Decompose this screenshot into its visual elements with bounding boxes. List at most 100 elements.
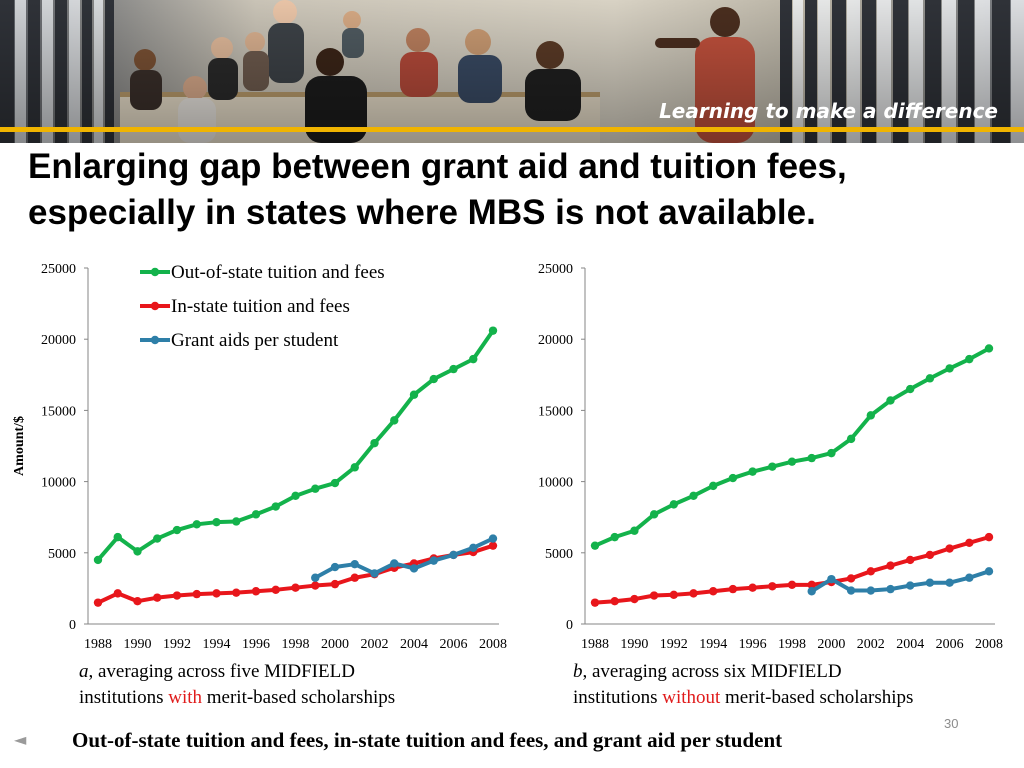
caption-a-text2: institutions <box>79 687 169 708</box>
data-point-in-state-tuition-and-fees <box>768 582 777 591</box>
y-tick-label: 20000 <box>538 333 573 348</box>
data-point-in-state-tuition-and-fees <box>866 567 875 576</box>
data-point-grant-aids-per-student <box>429 556 438 565</box>
data-point-out-of-state-tuition-and-fees <box>311 484 320 493</box>
data-point-out-of-state-tuition-and-fees <box>827 448 836 458</box>
legend-label: Out-of-state tuition and fees <box>171 262 385 283</box>
y-axis-label: Amount/$ <box>12 416 27 476</box>
classroom-photo: Learning to make a difference <box>0 0 1024 143</box>
data-point-grant-aids-per-student <box>886 584 895 594</box>
data-point-in-state-tuition-and-fees <box>945 544 954 553</box>
data-point-out-of-state-tuition-and-fees <box>172 525 182 535</box>
caption-b-text3: merit-based scholarships <box>720 687 914 708</box>
chart-b-caption: b, averaging across six MIDFIELD institu… <box>573 659 1013 711</box>
data-point-in-state-tuition-and-fees <box>984 532 994 542</box>
data-point-in-state-tuition-and-fees <box>212 589 221 598</box>
data-point-grant-aids-per-student <box>409 564 419 573</box>
x-tick-label: 2000 <box>817 637 845 652</box>
x-tick-label: 2006 <box>440 637 468 652</box>
data-point-out-of-state-tuition-and-fees <box>748 467 757 476</box>
data-point-out-of-state-tuition-and-fees <box>370 438 379 448</box>
data-point-out-of-state-tuition-and-fees <box>449 364 458 374</box>
data-point-in-state-tuition-and-fees <box>610 597 619 606</box>
data-point-in-state-tuition-and-fees <box>886 561 895 570</box>
data-point-out-of-state-tuition-and-fees <box>925 374 935 383</box>
chart-a-caption: a, averaging across five MIDFIELD instit… <box>79 659 499 711</box>
data-point-out-of-state-tuition-and-fees <box>232 517 241 526</box>
x-tick-label: 2004 <box>400 637 428 652</box>
data-point-in-state-tuition-and-fees <box>172 591 182 600</box>
data-point-out-of-state-tuition-and-fees <box>409 390 419 399</box>
data-point-in-state-tuition-and-fees <box>807 580 816 590</box>
data-point-grant-aids-per-student <box>350 559 359 569</box>
x-tick-label: 2000 <box>321 637 349 652</box>
caption-a-text3: merit-based scholarships <box>202 687 396 708</box>
data-point-in-state-tuition-and-fees <box>291 583 300 592</box>
y-tick-label: 5000 <box>48 547 76 562</box>
data-point-in-state-tuition-and-fees <box>488 541 498 550</box>
y-tick-label: 25000 <box>41 262 76 277</box>
data-point-out-of-state-tuition-and-fees <box>390 416 399 425</box>
y-tick-label: 15000 <box>538 404 573 419</box>
data-point-out-of-state-tuition-and-fees <box>488 326 498 335</box>
data-point-out-of-state-tuition-and-fees <box>768 462 777 471</box>
data-point-grant-aids-per-student <box>330 562 340 572</box>
data-point-in-state-tuition-and-fees <box>669 590 678 600</box>
data-point-out-of-state-tuition-and-fees <box>965 354 974 364</box>
x-tick-label: 2008 <box>479 637 507 652</box>
x-tick-label: 1988 <box>581 637 609 652</box>
data-point-in-state-tuition-and-fees <box>965 538 974 548</box>
x-tick-label: 1992 <box>660 637 688 652</box>
data-point-in-state-tuition-and-fees <box>251 587 261 596</box>
data-point-out-of-state-tuition-and-fees <box>846 434 856 444</box>
data-point-in-state-tuition-and-fees <box>925 550 935 560</box>
x-tick-label: 2004 <box>896 637 924 652</box>
data-point-in-state-tuition-and-fees <box>232 588 241 597</box>
title-line-1: Enlarging gap between grant aid and tuit… <box>28 147 847 186</box>
x-tick-label: 1994 <box>203 637 231 652</box>
data-point-grant-aids-per-student <box>984 567 994 576</box>
data-point-out-of-state-tuition-and-fees <box>866 411 875 420</box>
y-tick-label: 5000 <box>545 547 573 562</box>
data-point-out-of-state-tuition-and-fees <box>113 532 122 542</box>
data-point-out-of-state-tuition-and-fees <box>590 541 600 550</box>
data-point-out-of-state-tuition-and-fees <box>984 344 994 353</box>
previous-slide-icon[interactable]: ◄ <box>14 730 27 749</box>
y-tick-label: 25000 <box>538 262 573 277</box>
chart-legend: Out-of-state tuition and fees In-state tu… <box>140 262 385 351</box>
data-point-in-state-tuition-and-fees <box>649 591 659 600</box>
data-point-out-of-state-tuition-and-fees <box>429 374 438 384</box>
caption-b-highlight: without <box>662 687 721 708</box>
chart-b: 0 5000 10000 15000 20000 25000 1988 1990 1992 199… <box>538 262 1003 652</box>
data-point-out-of-state-tuition-and-fees <box>291 491 300 501</box>
legend-marker-out-of-state-tuition-and-fees <box>150 267 160 277</box>
data-point-in-state-tuition-and-fees <box>133 597 142 606</box>
title-line-2: especially in states where MBS is not av… <box>28 193 816 232</box>
legend-marker-grant-aids-per-student <box>150 335 160 345</box>
data-point-out-of-state-tuition-and-fees <box>93 555 103 565</box>
data-point-grant-aids-per-student <box>906 581 915 590</box>
data-point-in-state-tuition-and-fees <box>846 574 856 583</box>
x-tick-label: 1996 <box>739 637 767 652</box>
series-line-out-of-state-tuition-and-fees <box>96 328 495 562</box>
data-point-in-state-tuition-and-fees <box>787 580 797 590</box>
data-point-out-of-state-tuition-and-fees <box>153 534 162 543</box>
caption-b-text1: , averaging across six MIDFIELD <box>582 661 842 682</box>
series-line-grant-aids-per-student <box>313 536 495 580</box>
data-point-out-of-state-tuition-and-fees <box>669 500 678 509</box>
data-point-out-of-state-tuition-and-fees <box>350 463 359 472</box>
data-point-in-state-tuition-and-fees <box>906 555 915 565</box>
data-point-out-of-state-tuition-and-fees <box>728 473 738 483</box>
caption-a-text1: , averaging across five MIDFIELD <box>88 661 355 682</box>
data-point-grant-aids-per-student <box>807 587 816 596</box>
x-tick-label: 2006 <box>936 637 964 652</box>
data-point-out-of-state-tuition-and-fees <box>212 517 221 527</box>
x-tick-label: 1998 <box>282 637 310 652</box>
data-point-in-state-tuition-and-fees <box>93 598 103 607</box>
data-point-out-of-state-tuition-and-fees <box>649 510 659 519</box>
data-point-out-of-state-tuition-and-fees <box>886 396 895 405</box>
data-point-in-state-tuition-and-fees <box>330 579 340 589</box>
y-tick-label: 10000 <box>538 476 573 491</box>
data-point-out-of-state-tuition-and-fees <box>807 453 816 463</box>
